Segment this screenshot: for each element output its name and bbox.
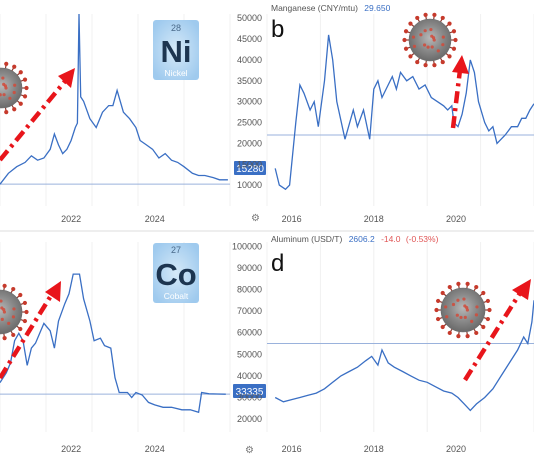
coronavirus-icon — [0, 283, 29, 341]
arrowhead — [58, 68, 75, 88]
element-symbol: Co — [155, 257, 196, 292]
current-value-box — [234, 161, 266, 175]
arrowhead — [512, 279, 531, 300]
y-tick-label: 20000 — [237, 414, 262, 424]
manganese-price-line — [274, 34, 534, 191]
nickel-price-line — [0, 13, 228, 185]
x-tick-label: 2018 — [364, 214, 384, 224]
x-tick-label: 2016 — [282, 444, 302, 454]
tile-background — [153, 243, 199, 303]
x-tick-label: 2022 — [61, 444, 81, 454]
price-change: -14.0 — [381, 234, 401, 244]
y-tick-label: 10000 — [237, 180, 262, 190]
cobalt-element-tile: 27 Co Cobalt — [153, 243, 199, 303]
gridlines — [0, 242, 231, 432]
current-value-box — [233, 384, 266, 398]
y-tick-label: 15000 — [237, 159, 262, 169]
aluminum-price-chart: 20000 30000 40000 50000 60000 70000 80000 90000… — [232, 234, 534, 456]
virus-icons — [0, 12, 492, 341]
y-axis-ticks: 10000 15000 20000 25000 30000 35000 40000 45000… — [237, 13, 262, 190]
chart-header: Manganese (CNY/mtu) 29.650 — [271, 3, 391, 13]
y-tick-label: 40000 — [237, 371, 262, 381]
x-axis-ticks: 2016 2018 2020 — [282, 444, 466, 454]
settings-icon[interactable]: ⚙ — [245, 445, 254, 456]
y-tick-label: 40000 — [237, 55, 262, 65]
x-tick-label: 2018 — [364, 444, 384, 454]
price-change-percent: (-0.53%) — [406, 234, 439, 244]
x-tick-label: 2024 — [145, 214, 165, 224]
arrow-shaft — [0, 292, 54, 380]
current-value-text: 33335 — [236, 387, 264, 398]
arrow-shaft — [0, 78, 68, 162]
arrow-shaft — [450, 69, 463, 129]
coronavirus-icon — [402, 12, 458, 68]
x-tick-label: 2020 — [446, 214, 466, 224]
arrow-shaft — [463, 291, 522, 382]
y-tick-label: 30000 — [237, 97, 262, 107]
commodity-price: 2606.2 — [349, 234, 375, 244]
x-tick-label: 2022 — [61, 214, 81, 224]
manganese-trend-arrow — [450, 55, 469, 129]
gridlines — [266, 242, 534, 432]
cobalt-trend-arrow — [0, 281, 61, 380]
x-tick-label: 2016 — [282, 214, 302, 224]
arrowhead — [45, 281, 61, 302]
coronavirus-icon — [434, 281, 492, 339]
nickel-price-chart: 2022 2024 15280 — [0, 13, 266, 224]
panel-letter: b — [271, 16, 284, 43]
atomic-number: 27 — [171, 245, 181, 255]
y-tick-label: 20000 — [237, 138, 262, 148]
aluminum-price-line — [274, 300, 534, 412]
x-axis-ticks: 2016 2018 2020 — [282, 214, 466, 224]
aluminum-trend-arrow — [463, 279, 531, 382]
nickel-trend-arrow — [0, 68, 75, 162]
x-axis-ticks: 2022 2024 — [61, 444, 165, 454]
nickel-element-tile: 28 Ni Nickel — [153, 20, 199, 80]
current-value-label: 15280 — [234, 161, 266, 175]
commodity-name: Aluminum (USD/T) — [271, 234, 342, 244]
y-tick-label: 30000 — [237, 392, 262, 402]
current-value-text: 15280 — [236, 164, 264, 175]
y-tick-label: 35000 — [237, 76, 262, 86]
settings-icon[interactable]: ⚙ — [251, 213, 260, 224]
y-tick-label: 25000 — [237, 118, 262, 128]
atomic-number: 28 — [171, 23, 181, 33]
y-tick-label: 45000 — [237, 34, 262, 44]
x-tick-label: 2020 — [446, 444, 466, 454]
tile-background — [153, 20, 199, 80]
panel-letter: d — [271, 250, 284, 277]
x-axis-ticks: 2022 2024 — [61, 214, 165, 224]
y-axis-ticks: 20000 30000 40000 50000 60000 70000 80000 90000… — [232, 241, 262, 424]
y-tick-label: 80000 — [237, 285, 262, 295]
element-name: Cobalt — [164, 291, 189, 301]
cobalt-price-line — [0, 273, 226, 414]
manganese-price-chart: 10000 15000 20000 25000 30000 35000 40000 45000… — [237, 3, 534, 224]
y-tick-label: 70000 — [237, 306, 262, 316]
y-tick-label: 50000 — [237, 349, 262, 359]
commodity-name: Manganese (CNY/mtu) — [271, 3, 358, 13]
gridlines — [266, 14, 534, 206]
y-tick-label: 90000 — [237, 263, 262, 273]
y-tick-label: 100000 — [232, 241, 262, 251]
commodity-price: 29.650 — [364, 3, 390, 13]
y-tick-label: 50000 — [237, 13, 262, 23]
arrowhead — [452, 55, 469, 74]
chart-header: Aluminum (USD/T) 2606.2 -14.0 (-0.53%) — [271, 234, 439, 244]
current-value-label: 33335 — [233, 384, 266, 398]
trend-arrows — [0, 55, 531, 382]
element-symbol: Ni — [161, 34, 192, 69]
element-name: Nickel — [164, 68, 187, 78]
coronavirus-icon — [0, 61, 29, 115]
y-tick-label: 60000 — [237, 328, 262, 338]
cobalt-price-chart: 2022 2024 33335 — [0, 242, 266, 454]
x-tick-label: 2024 — [145, 444, 165, 454]
